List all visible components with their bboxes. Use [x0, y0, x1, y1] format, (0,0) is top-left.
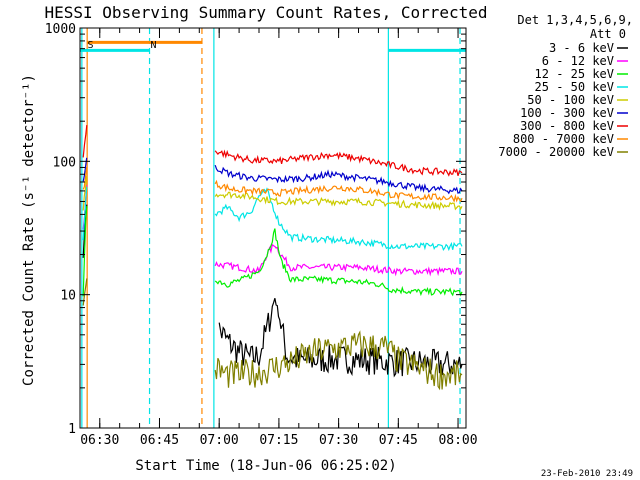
- series-line-4: [82, 176, 88, 211]
- legend-label-2: 12 - 25 keV: [535, 67, 614, 81]
- series-line-4: [214, 191, 463, 211]
- legend-label-6: 300 - 800 keV: [520, 119, 614, 133]
- marker-n: N: [150, 40, 156, 51]
- x-tick-label-5: 07:45: [379, 433, 418, 448]
- series-line-6: [82, 125, 88, 158]
- x-tick-label-3: 07:15: [259, 433, 298, 448]
- y-tick-label-0: 1: [68, 422, 76, 437]
- legend-label-1: 6 - 12 keV: [542, 54, 614, 68]
- plot-area: S N 1 10 100 1000 06:30 06:45 07:00 07:15 07:30 07:…: [45, 22, 478, 448]
- legend-header-line-2: Att 0: [590, 27, 626, 41]
- x-tick-label-0: 06:30: [80, 433, 119, 448]
- series-line-6: [214, 149, 463, 177]
- y-axis-label: Corrected Count Rate (s⁻¹ detector⁻¹): [21, 74, 37, 386]
- series-line-2: [82, 205, 88, 297]
- timestamp: 23-Feb-2010 23:49: [541, 469, 633, 479]
- series-line-2: [214, 228, 463, 297]
- x-axis-label: Start Time (18-Jun-06 06:25:02): [135, 458, 396, 474]
- legend-header-line-1: Det 1,3,4,5,6,9,: [517, 13, 633, 27]
- marker-s: S: [87, 40, 93, 51]
- plot-frame: [79, 27, 467, 429]
- series-line-0: [218, 298, 463, 378]
- legend-label-0: 3 - 6 keV: [549, 41, 614, 55]
- series-line-1: [214, 243, 463, 277]
- chart-title: HESSI Observing Summary Count Rates, Cor…: [44, 3, 487, 22]
- legend-label-8: 7000 - 20000 keV: [498, 145, 614, 159]
- series-line-8: [82, 278, 88, 306]
- series-line-5: [82, 157, 88, 182]
- legend-label-5: 100 - 300 keV: [520, 106, 614, 120]
- y-tick-label-3: 1000: [45, 22, 76, 37]
- x-tick-label-2: 07:00: [200, 433, 239, 448]
- legend-label-4: 50 - 100 keV: [527, 93, 614, 107]
- series-line-5: [214, 165, 463, 195]
- series-line-3: [214, 187, 463, 252]
- x-tick-label-6: 08:00: [438, 433, 477, 448]
- legend-label-7: 800 - 7000 keV: [513, 132, 614, 146]
- y-tick-label-2: 100: [53, 155, 76, 170]
- y-tick-label-1: 10: [60, 289, 76, 304]
- series-line-8: [214, 330, 463, 391]
- x-tick-label-4: 07:30: [319, 433, 358, 448]
- series-line-7: [214, 179, 463, 203]
- x-tick-label-1: 06:45: [140, 433, 179, 448]
- series-line-3: [82, 186, 88, 241]
- legend-label-3: 25 - 50 keV: [535, 80, 614, 94]
